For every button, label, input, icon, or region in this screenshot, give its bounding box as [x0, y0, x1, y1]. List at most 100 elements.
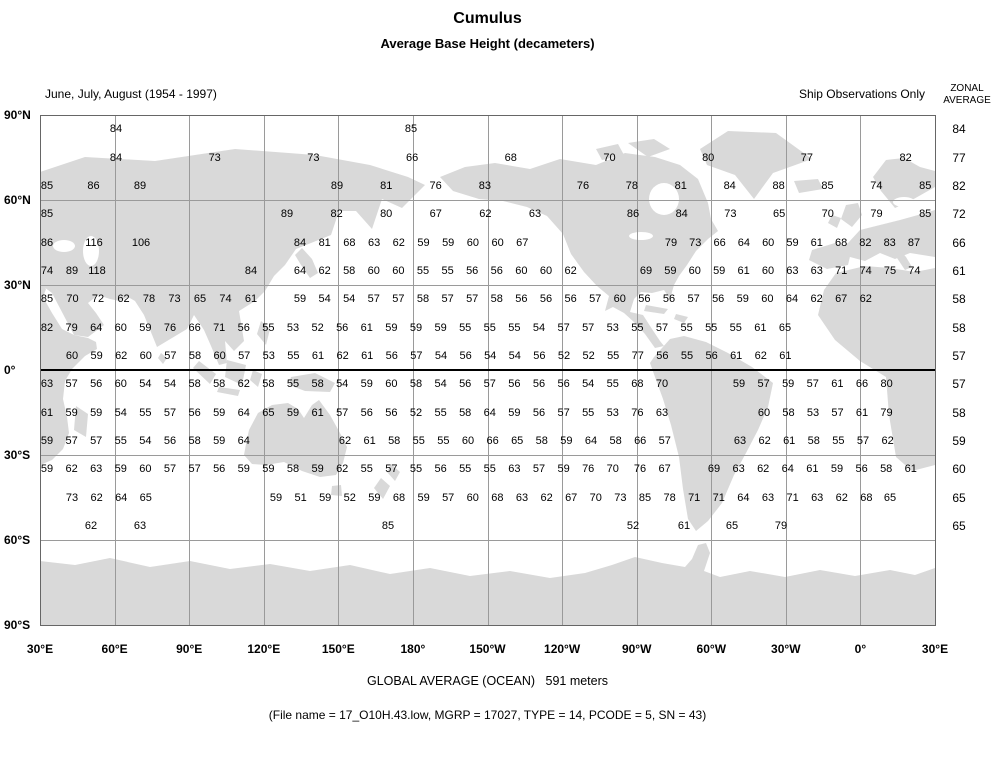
sea-caspian: [83, 236, 99, 266]
grid-data-value: 78: [142, 293, 156, 305]
grid-data-value: 57: [658, 435, 671, 447]
grid-data-value: 64: [115, 492, 128, 504]
grid-data-value: 58: [188, 378, 201, 390]
grid-data-value: 59: [508, 407, 521, 419]
zonal-average-value: 58: [952, 321, 966, 335]
grid-data-value: 80: [380, 208, 393, 220]
season-label: June, July, August (1954 - 1997): [45, 87, 217, 101]
grid-data-value: 62: [65, 463, 78, 475]
grid-data-value: 59: [90, 350, 103, 362]
grid-data-value: 54: [114, 407, 127, 419]
grid-data-value: 66: [634, 435, 647, 447]
landmass-philippines: [257, 321, 270, 345]
zonal-average-header-line1: ZONAL: [950, 83, 984, 94]
landmass-new-zealand-south: [374, 478, 390, 499]
grid-data-value: 65: [883, 492, 897, 504]
grid-data-value: 59: [65, 407, 78, 419]
grid-data-value: 71: [688, 492, 701, 504]
grid-data-value: 85: [381, 520, 395, 532]
grid-data-value: 63: [786, 265, 799, 277]
grid-data-value: 57: [757, 378, 770, 390]
grid-data-value: 85: [821, 180, 834, 192]
landmass-sakhalin: [304, 215, 313, 243]
grid-data-value: 58: [409, 378, 423, 390]
grid-data-value: 63: [761, 492, 775, 504]
grid-data-value: 64: [237, 407, 250, 419]
grid-data-value: 63: [40, 378, 54, 390]
grid-data-value: 60: [466, 237, 480, 249]
grid-data-value: 65: [139, 492, 152, 504]
grid-data-value: 56: [564, 293, 577, 305]
grid-data-value: 58: [807, 435, 820, 447]
grid-data-value: 58: [535, 435, 548, 447]
grid-data-value: 59: [40, 463, 54, 475]
y-axis-tick-label: 30°S: [4, 448, 31, 462]
grid-data-value: 65: [725, 520, 739, 532]
grid-data-value: 70: [603, 152, 616, 164]
zonal-average-value: 58: [952, 406, 966, 420]
landmass-hispaniola: [674, 314, 688, 323]
grid-data-value: 85: [638, 492, 652, 504]
grid-data-value: 57: [385, 463, 398, 475]
grid-data-value: 82: [859, 237, 872, 249]
grid-data-value: 64: [483, 407, 496, 419]
grid-data-value: 59: [385, 322, 398, 334]
grid-data-value: 55: [705, 322, 718, 334]
grid-data-value: 56: [539, 293, 553, 305]
grid-data-value: 65: [193, 293, 207, 305]
grid-data-value: 56: [533, 350, 546, 362]
grid-data-value: 57: [336, 407, 349, 419]
grid-data-value: 67: [565, 492, 578, 504]
grid-data-value: 56: [385, 350, 398, 362]
grid-data-value: 71: [712, 492, 725, 504]
grid-data-value: 55: [459, 463, 472, 475]
grid-data-value: 57: [90, 435, 103, 447]
grid-data-value: 75: [883, 265, 897, 277]
grid-data-value: 64: [584, 435, 598, 447]
grid-data-value: 55: [483, 322, 496, 334]
grid-data-value: 52: [582, 350, 595, 362]
grid-data-value: 78: [663, 492, 676, 504]
grid-data-value: 67: [516, 237, 529, 249]
grid-data-value: 62: [115, 350, 128, 362]
grid-data-value: 66: [713, 237, 726, 249]
grid-data-value: 56: [855, 463, 868, 475]
grid-data-value: 73: [168, 293, 181, 305]
grid-data-value: 116: [85, 237, 103, 249]
grid-data-value: 59: [782, 378, 795, 390]
y-axis-tick-label: 60°S: [4, 533, 31, 547]
grid-data-value: 55: [114, 435, 127, 447]
grid-data-value: 57: [410, 350, 423, 362]
grid-data-value: 61: [754, 322, 767, 334]
grid-data-value: 59: [713, 265, 726, 277]
x-axis-tick-label: 60°E: [101, 642, 128, 656]
grid-data-value: 85: [919, 208, 932, 220]
grid-data-value: 56: [515, 293, 528, 305]
grid-data-value: 85: [40, 208, 54, 220]
x-axis-tick-label: 90°E: [176, 642, 203, 656]
grid-data-value: 56: [532, 407, 546, 419]
x-axis-tick-label: 180°: [400, 642, 426, 656]
grid-data-value: 62: [392, 237, 405, 249]
grid-data-value: 59: [90, 407, 103, 419]
grid-data-value: 62: [540, 492, 553, 504]
grid-data-value: 57: [856, 435, 870, 447]
grid-data-value: 86: [87, 180, 100, 192]
grid-data-value: 57: [442, 492, 455, 504]
grid-data-value: 79: [880, 407, 893, 419]
grid-data-value: 59: [286, 407, 300, 419]
grid-data-value: 56: [459, 378, 472, 390]
landmass-scandinavia: [873, 158, 935, 208]
grid-data-value: 87: [907, 237, 921, 249]
grid-data-value: 56: [385, 407, 398, 419]
grid-data-value: 63: [133, 520, 147, 532]
grid-data-value: 58: [490, 293, 503, 305]
grid-data-value: 64: [90, 322, 103, 334]
grid-data-value: 61: [831, 378, 844, 390]
grid-data-value: 54: [343, 293, 356, 305]
y-axis-tick-label: 0°: [4, 363, 16, 377]
grid-data-value: 66: [405, 152, 419, 164]
grid-data-value: 62: [90, 492, 103, 504]
